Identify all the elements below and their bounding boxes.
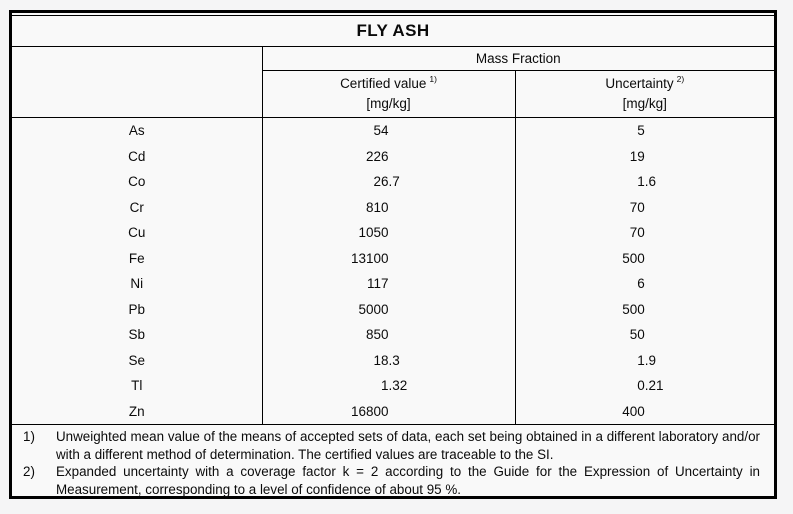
table-row-zn: Zn 16800 400	[12, 398, 774, 425]
group-header-row: Mass Fraction	[12, 46, 774, 118]
uncertainty-value-cell: 1.9	[514, 347, 774, 373]
certified-value-cell: 18.3	[261, 347, 515, 373]
uncertainty-value-cell: 5	[514, 117, 774, 144]
certified-value-cell: 54	[261, 117, 515, 144]
table-row-fe: Fe 13100 500	[12, 245, 774, 271]
title-row: FLY ASH	[12, 16, 774, 47]
empty-corner-cell	[12, 46, 262, 118]
certified-value-label: Certified value	[340, 75, 427, 91]
certified-value-cell: 850	[261, 322, 515, 348]
table-row-cd: Cd 226 19	[12, 143, 774, 169]
certified-value-cell: 117	[261, 271, 515, 297]
uncertainty-value-cell: 50	[514, 322, 774, 348]
footnote-ref-2: 2)	[676, 74, 685, 85]
top-double-rule	[12, 13, 774, 16]
element-symbol: Sb	[128, 327, 145, 343]
certified-value-cell: 13100	[261, 245, 515, 271]
certified-value-cell: 1050	[261, 220, 515, 246]
certified-value-cell: 810	[261, 194, 515, 220]
certified-value-header-line: Certified value 1)	[263, 74, 515, 94]
certified-value-cell: 5000	[261, 296, 515, 322]
footnote-2-text: Expanded uncertainty with a coverage fac…	[56, 464, 760, 497]
certified-value-unit: [mg/kg]	[366, 96, 411, 111]
element-symbol: As	[128, 123, 145, 139]
table-row-se: Se 18.3 1.9	[12, 347, 774, 373]
column-header-row: Certified value 1) [mg/kg] Uncertainty 2) …	[12, 70, 775, 118]
uncertainty-value-cell: 500	[514, 245, 774, 271]
certified-value-cell: 26.7	[261, 169, 515, 195]
uncertainty-value-cell: 0.21	[514, 373, 774, 399]
element-symbol: Co	[128, 174, 146, 190]
element-symbol: Zn	[128, 403, 145, 419]
element-symbol: Se	[128, 352, 145, 368]
certified-value-cell: 1.32	[261, 373, 515, 399]
table-row-tl: Tl 1.32 0.21	[12, 373, 774, 399]
table-row-co: Co 26.7 1.6	[12, 169, 774, 195]
footnote-2-marker: 2)	[23, 464, 35, 479]
fly-ash-table: FLY ASH Mass Fraction Certified value 1) …	[12, 16, 774, 502]
footnote-ref-1: 1)	[429, 74, 437, 85]
certified-value-cell: 226	[261, 143, 515, 169]
element-symbol: Tl	[131, 378, 143, 394]
uncertainty-header: Uncertainty 2) [mg/kg]	[514, 70, 775, 118]
uncertainty-value-cell: 70	[514, 220, 774, 246]
element-symbol: Cu	[128, 225, 146, 241]
table-row-sb: Sb 850 50	[12, 322, 774, 348]
certified-value-header: Certified value 1) [mg/kg]	[261, 70, 515, 118]
uncertainty-value-cell: 19	[514, 143, 774, 169]
footnote-1-marker: 1)	[23, 429, 35, 444]
uncertainty-value-cell: 400	[514, 398, 774, 425]
element-symbol: Ni	[130, 276, 144, 292]
footnote-1: 1) Unweighted mean value of the means of…	[23, 428, 760, 463]
uncertainty-label: Uncertainty	[605, 75, 674, 91]
element-symbol: Fe	[128, 250, 145, 266]
uncertainty-value-cell: 500	[514, 296, 774, 322]
footnote-1-text: Unweighted mean value of the means of ac…	[56, 429, 760, 462]
certified-value-cell: 16800	[261, 398, 515, 425]
table-row-cr: Cr 810 70	[12, 194, 774, 220]
certificate-table-sheet: FLY ASH Mass Fraction Certified value 1) …	[9, 10, 777, 502]
element-symbol: Pb	[128, 301, 145, 317]
table-title: FLY ASH	[12, 16, 774, 47]
table-row-as: As 54 5	[12, 117, 774, 144]
element-symbol: Cr	[129, 199, 144, 215]
footnote-2: 2) Expanded uncertainty with a coverage …	[23, 463, 760, 498]
mass-fraction-header: Mass Fraction	[261, 46, 774, 71]
table-row-ni: Ni 117 6	[12, 271, 774, 297]
uncertainty-value-cell: 1.6	[514, 169, 774, 195]
table-row-pb: Pb 5000 500	[12, 296, 774, 322]
footnotes-row: 1) Unweighted mean value of the means of…	[12, 424, 774, 502]
table-row-cu: Cu 1050 70	[12, 220, 774, 246]
uncertainty-value-cell: 70	[514, 194, 774, 220]
element-symbol: Cd	[128, 148, 146, 164]
uncertainty-unit: [mg/kg]	[622, 96, 667, 111]
uncertainty-value-cell: 6	[514, 271, 774, 297]
uncertainty-header-line: Uncertainty 2)	[516, 74, 775, 94]
footnotes-section: 1) Unweighted mean value of the means of…	[12, 424, 774, 502]
